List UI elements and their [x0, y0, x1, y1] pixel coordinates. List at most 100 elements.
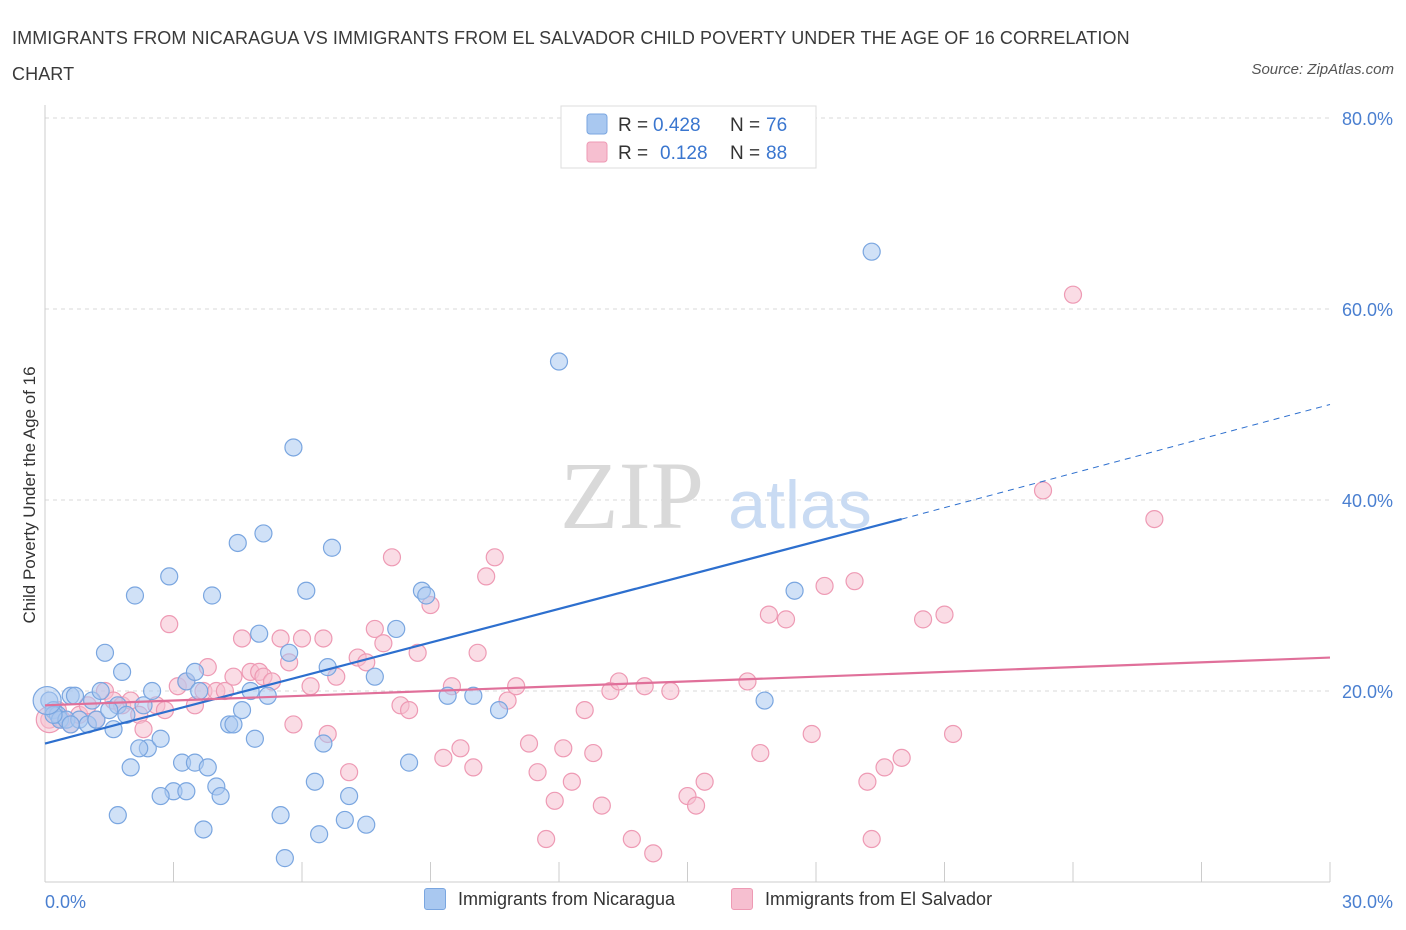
legend-bottom: Immigrants from Nicaragua Immigrants fro…: [0, 888, 1406, 918]
data-point-nicaragua: [340, 786, 359, 806]
data-point-nicaragua: [224, 715, 243, 734]
data-point-nicaragua: [284, 438, 303, 457]
data-point-el-salvador: [1145, 509, 1164, 529]
data-point-el-salvador: [1033, 481, 1053, 500]
data-point-el-salvador: [519, 734, 539, 753]
legend-top: R = 0.428 N = 76 R = 0.128 N = 88: [560, 105, 817, 169]
legend-n-label: N =: [730, 115, 760, 136]
data-point-nicaragua: [32, 685, 62, 716]
data-point-el-salvador: [776, 610, 796, 629]
data-point-el-salvador: [913, 610, 933, 629]
data-point-nicaragua: [785, 581, 804, 600]
data-point-el-salvador: [845, 572, 864, 591]
x-tick-label: 0.0%: [45, 892, 86, 912]
data-point-nicaragua: [202, 586, 222, 605]
data-point-el-salvador: [759, 605, 778, 624]
data-point-el-salvador: [537, 829, 556, 849]
data-point-nicaragua: [151, 729, 170, 748]
legend-n-value: 88: [766, 143, 787, 164]
legend-r-label: R =: [618, 143, 648, 164]
watermark-atlas: atlas: [728, 467, 872, 543]
data-point-el-salvador: [545, 791, 564, 810]
data-point-el-salvador: [892, 748, 911, 767]
data-point-nicaragua: [297, 581, 316, 600]
data-point-nicaragua: [190, 681, 209, 701]
axes: [44, 105, 1331, 883]
data-point-el-salvador: [858, 772, 877, 791]
data-point-el-salvador: [224, 667, 243, 686]
data-point-nicaragua: [254, 524, 273, 543]
data-point-el-salvador: [1063, 285, 1083, 304]
data-point-nicaragua: [314, 734, 333, 753]
data-point-nicaragua: [280, 643, 299, 662]
y-tick-label: 60.0%: [1342, 300, 1393, 320]
data-point-nicaragua: [335, 810, 354, 830]
data-point-el-salvador: [301, 677, 320, 696]
data-point-nicaragua: [185, 662, 205, 682]
data-point-nicaragua: [357, 815, 376, 834]
legend-n-label: N =: [730, 143, 760, 164]
legend-swatch-el-salvador: [586, 141, 608, 163]
data-point-nicaragua: [549, 352, 569, 371]
data-point-el-salvador: [160, 615, 179, 634]
data-point-nicaragua: [95, 643, 115, 662]
data-point-el-salvador: [408, 643, 427, 662]
data-point-nicaragua: [117, 705, 136, 724]
data-point-nicaragua: [125, 586, 145, 605]
data-point-nicaragua: [399, 753, 419, 772]
data-point-nicaragua: [250, 624, 269, 643]
x-tick-label: 30.0%: [1342, 892, 1393, 912]
data-point-el-salvador: [943, 724, 963, 744]
data-point-el-salvador: [292, 629, 312, 648]
data-point-nicaragua: [271, 806, 290, 825]
data-point-el-salvador: [374, 634, 393, 653]
data-point-nicaragua: [387, 619, 406, 639]
data-point-el-salvador: [635, 677, 654, 696]
legend-swatch-el-salvador: [731, 888, 753, 910]
y-tick-label: 40.0%: [1342, 491, 1393, 511]
data-point-el-salvador: [644, 844, 663, 863]
data-point-nicaragua: [228, 533, 247, 553]
data-point-nicaragua: [464, 686, 483, 705]
legend-r-value: 0.428: [653, 115, 701, 136]
data-point-nicaragua: [862, 242, 881, 261]
data-point-nicaragua: [305, 772, 324, 791]
data-point-el-salvador: [935, 605, 954, 624]
chart-title: IMMIGRANTS FROM NICARAGUA VS IMMIGRANTS …: [12, 28, 1130, 84]
data-point-el-salvador: [609, 672, 629, 691]
data-point-nicaragua: [61, 715, 80, 734]
data-point-nicaragua: [130, 739, 149, 758]
data-point-nicaragua: [177, 782, 196, 801]
data-point-nicaragua: [198, 758, 217, 777]
data-point-nicaragua: [65, 686, 85, 705]
data-point-nicaragua: [121, 758, 140, 777]
trend-line-el-salvador: [44, 656, 1331, 707]
data-point-nicaragua: [142, 681, 162, 701]
data-point-nicaragua: [151, 786, 170, 806]
data-point-nicaragua: [232, 700, 252, 720]
data-point-el-salvador: [875, 758, 894, 777]
legend-label-nicaragua: Immigrants from Nicaragua: [458, 888, 676, 909]
data-point-el-salvador: [751, 743, 770, 763]
trend-line-nicaragua: [44, 518, 902, 745]
data-point-el-salvador: [584, 743, 603, 763]
data-point-nicaragua: [365, 667, 384, 686]
series-nicaragua-points: [32, 242, 881, 868]
legend-label-el-salvador: Immigrants from El Salvador: [765, 888, 993, 909]
data-point-nicaragua: [108, 806, 127, 825]
legend-item-nicaragua: Immigrants from Nicaragua: [424, 888, 675, 910]
legend-item-el-salvador: Immigrants from El Salvador: [731, 888, 992, 910]
data-point-el-salvador: [554, 739, 573, 758]
legend-swatch-nicaragua: [586, 113, 608, 135]
data-point-el-salvador: [451, 739, 470, 758]
source-label: Source: ZipAtlas.com: [1251, 61, 1394, 78]
watermark-zip: ZIP: [560, 442, 704, 549]
data-point-nicaragua: [322, 538, 342, 557]
y-tick-labels: 20.0% 40.0% 60.0% 80.0%: [1342, 109, 1393, 702]
data-point-nicaragua: [310, 825, 329, 844]
y-tick-label: 20.0%: [1342, 682, 1393, 702]
data-point-el-salvador: [862, 829, 881, 849]
data-point-el-salvador: [485, 548, 504, 567]
y-axis-label: Child Poverty Under the Age of 16: [20, 366, 39, 623]
data-point-el-salvador: [802, 724, 821, 744]
